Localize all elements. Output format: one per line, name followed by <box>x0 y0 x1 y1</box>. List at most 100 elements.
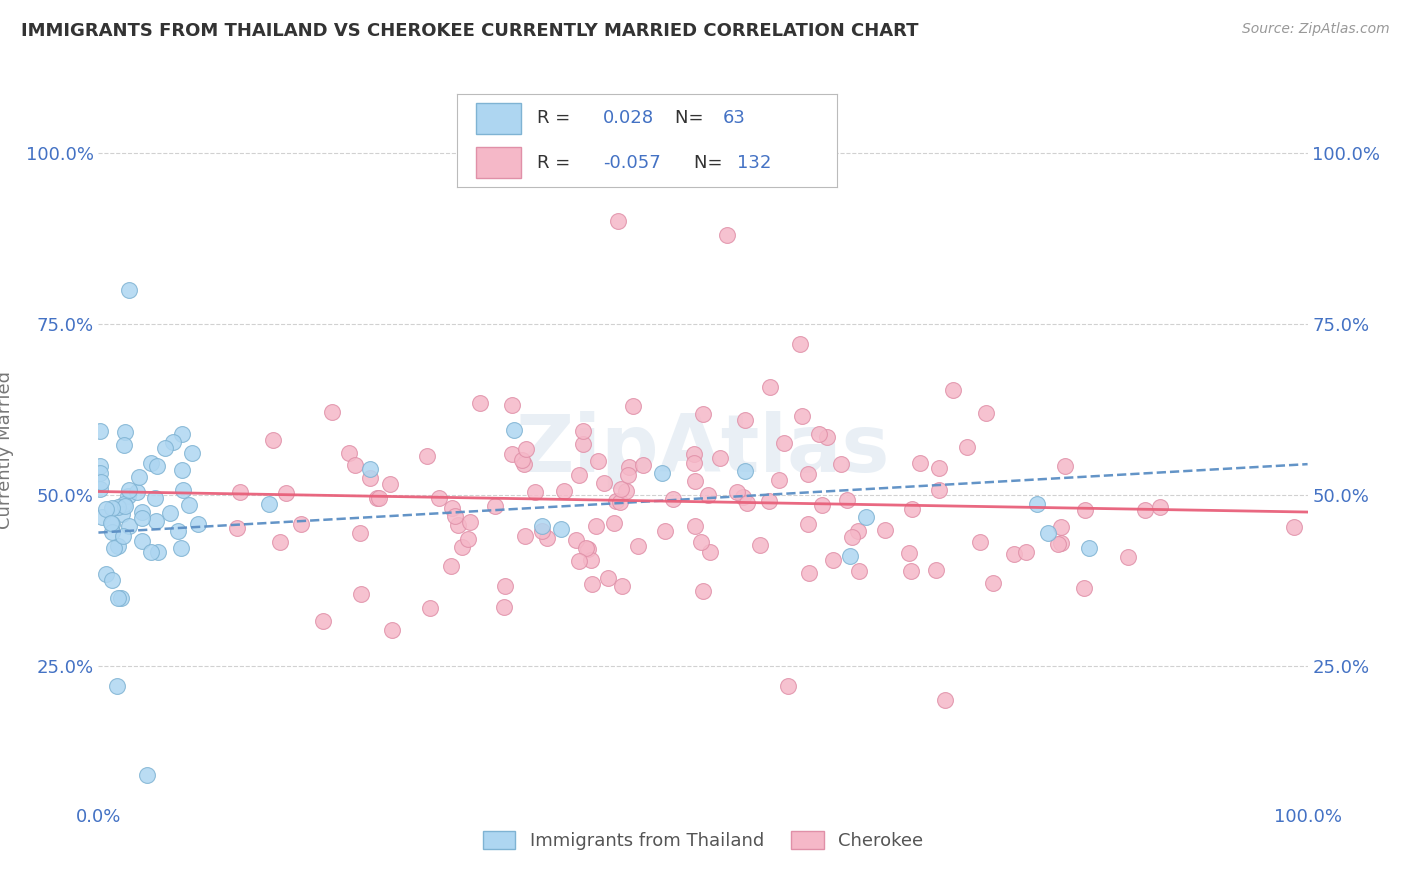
Point <box>1073 581 1095 595</box>
Point <box>1026 498 1049 512</box>
Point <box>821 552 844 566</box>
Point <box>139 456 162 470</box>
Point <box>596 571 619 585</box>
Point <box>768 473 790 487</box>
Text: R =: R = <box>537 154 575 172</box>
Point <box>568 467 591 482</box>
Point <box>131 505 153 519</box>
Point <box>177 498 200 512</box>
Point <box>447 518 470 533</box>
Point <box>503 423 526 437</box>
Point <box>103 541 125 555</box>
Point <box>683 519 706 533</box>
Point <box>942 384 965 398</box>
Point <box>107 591 129 605</box>
Point <box>110 591 132 605</box>
Point <box>131 533 153 548</box>
Point <box>111 507 134 521</box>
Point <box>605 493 627 508</box>
Point <box>568 554 591 568</box>
Point <box>731 490 754 504</box>
Point <box>846 524 869 539</box>
Point <box>515 529 537 543</box>
Point <box>735 496 758 510</box>
Point <box>112 529 135 543</box>
Point <box>565 533 588 548</box>
Point <box>501 398 523 412</box>
Point <box>758 380 780 394</box>
Point <box>226 521 249 535</box>
Point <box>617 467 640 482</box>
Point <box>344 458 367 473</box>
Text: 0.028: 0.028 <box>603 110 654 128</box>
Point <box>114 425 136 439</box>
Point <box>143 491 166 505</box>
Point <box>692 584 714 599</box>
Point <box>501 447 523 461</box>
Point <box>530 524 553 538</box>
Point <box>118 483 141 497</box>
Point <box>145 514 167 528</box>
Point <box>837 492 859 507</box>
Point <box>419 601 441 615</box>
Point <box>1149 500 1171 514</box>
Point <box>776 680 799 694</box>
Point <box>1050 536 1073 550</box>
Point <box>94 502 117 516</box>
Point <box>89 425 111 439</box>
Point <box>128 469 150 483</box>
Point <box>607 214 630 228</box>
Point <box>789 337 811 351</box>
Point <box>90 475 112 489</box>
Point <box>172 463 194 477</box>
Point <box>709 451 731 466</box>
Text: 63: 63 <box>723 110 745 128</box>
Point <box>169 541 191 556</box>
Point <box>118 283 141 297</box>
Point <box>155 441 177 455</box>
Point <box>734 413 756 427</box>
Point <box>633 458 655 473</box>
Point <box>815 430 838 444</box>
Point <box>934 693 956 707</box>
Text: N=: N= <box>675 110 710 128</box>
Point <box>359 462 381 476</box>
Point <box>441 501 464 516</box>
Point <box>976 406 998 420</box>
Point <box>592 476 614 491</box>
Point <box>515 442 537 457</box>
Point <box>492 599 515 614</box>
Point <box>1015 544 1038 558</box>
Point <box>107 539 129 553</box>
Point <box>1049 519 1071 533</box>
Point <box>585 519 607 533</box>
Point <box>576 541 599 556</box>
Point <box>117 489 139 503</box>
Point <box>290 516 312 531</box>
Point <box>105 680 128 694</box>
Point <box>619 460 641 475</box>
Point <box>627 540 650 554</box>
Point <box>799 566 821 580</box>
Point <box>172 483 194 498</box>
Point <box>808 426 831 441</box>
Point <box>146 459 169 474</box>
Point <box>908 456 931 470</box>
Text: 132: 132 <box>737 154 772 172</box>
Point <box>1002 547 1025 561</box>
Point <box>1116 549 1139 564</box>
Point <box>100 516 122 530</box>
Point <box>1036 526 1059 541</box>
Point <box>900 564 922 578</box>
Point <box>366 491 388 505</box>
Point <box>662 491 685 506</box>
Point <box>981 575 1004 590</box>
Point <box>101 573 124 587</box>
Point <box>510 453 533 467</box>
Point <box>380 476 402 491</box>
Y-axis label: Currently Married: Currently Married <box>0 371 14 530</box>
Point <box>1074 503 1097 517</box>
Point <box>621 399 644 413</box>
Point <box>848 565 870 579</box>
Point <box>956 440 979 454</box>
